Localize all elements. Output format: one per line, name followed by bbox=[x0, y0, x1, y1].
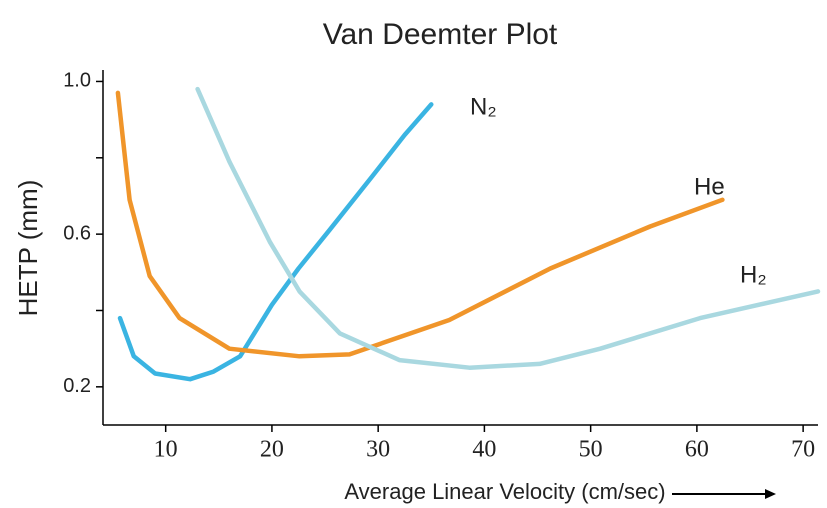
y-axis-label: HETP (mm) bbox=[13, 180, 43, 317]
x-tick-label: 60 bbox=[685, 437, 709, 463]
y-tick-label: 0.6 bbox=[63, 222, 91, 244]
arrow bbox=[672, 489, 776, 499]
series-label: H₂ bbox=[740, 261, 767, 288]
x-axis-label: Average Linear Velocity (cm/sec) bbox=[344, 479, 665, 504]
x-tick-label: 10 bbox=[154, 437, 178, 463]
x-tick-label: 50 bbox=[579, 437, 603, 463]
x-tick-label: 20 bbox=[260, 437, 284, 463]
y-tick-label: 0.2 bbox=[63, 375, 91, 397]
series-label: He bbox=[694, 173, 725, 200]
x-tick-label: 40 bbox=[472, 437, 496, 463]
y-tick-label: 1.0 bbox=[63, 70, 91, 92]
line bbox=[195, 86, 821, 370]
chart-title: Van Deemter Plot bbox=[323, 18, 558, 51]
x-tick-label: 70 bbox=[791, 437, 815, 463]
x-tick-label: 30 bbox=[366, 437, 390, 463]
line bbox=[115, 90, 725, 359]
series-label: N₂ bbox=[470, 93, 497, 120]
line bbox=[117, 102, 434, 382]
